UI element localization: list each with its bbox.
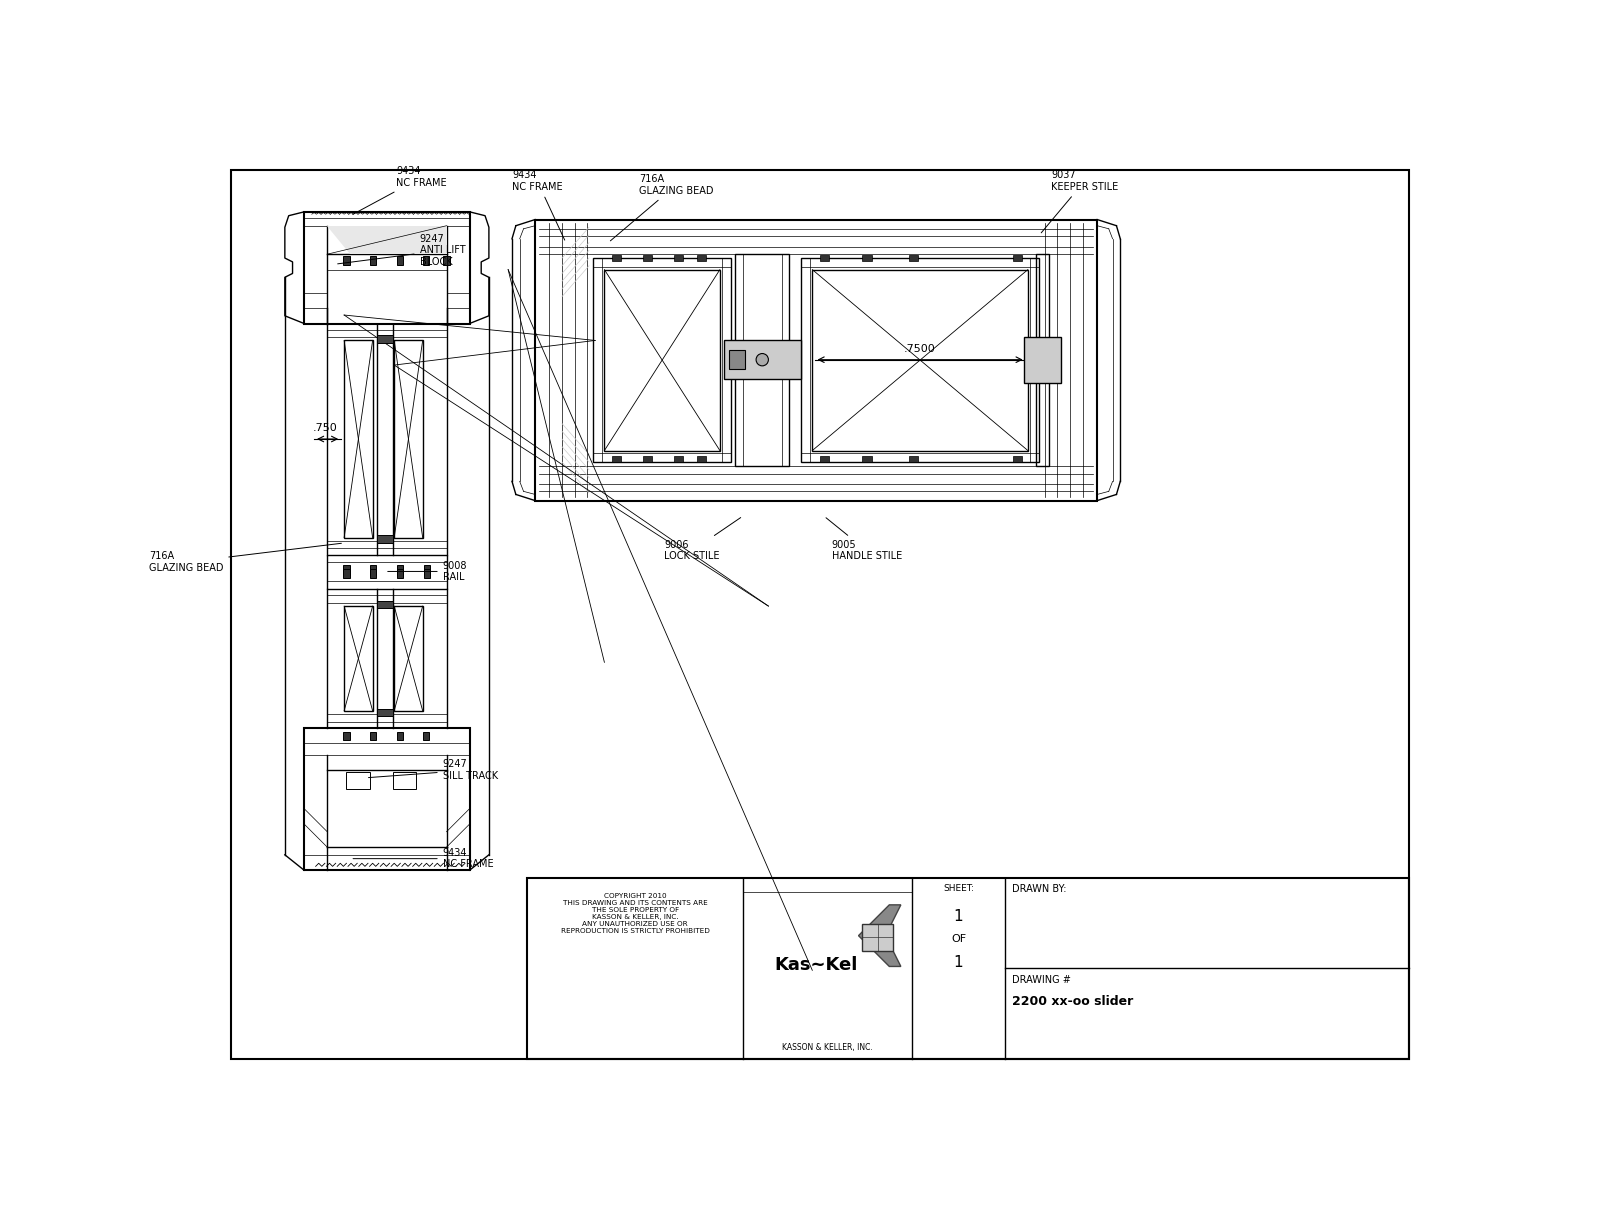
- Bar: [344, 256, 349, 265]
- Bar: [378, 536, 392, 543]
- Bar: [1013, 456, 1022, 462]
- Bar: [370, 565, 376, 575]
- Text: 9005
HANDLE STILE: 9005 HANDLE STILE: [826, 517, 902, 561]
- Bar: [304, 212, 470, 323]
- Text: 2200 xx-oo slider: 2200 xx-oo slider: [1013, 996, 1134, 1008]
- Bar: [909, 456, 918, 462]
- Bar: [528, 878, 1410, 1059]
- Bar: [605, 270, 720, 450]
- Bar: [304, 728, 470, 870]
- Text: COPYRIGHT 2010
THIS DRAWING AND ITS CONTENTS ARE
THE SOLE PROPERTY OF
KASSON & K: COPYRIGHT 2010 THIS DRAWING AND ITS CONT…: [560, 893, 710, 935]
- Bar: [534, 220, 1098, 500]
- Bar: [344, 606, 373, 711]
- Text: .750: .750: [312, 423, 338, 433]
- Bar: [397, 565, 403, 575]
- Polygon shape: [326, 226, 446, 254]
- Circle shape: [757, 354, 768, 366]
- Bar: [862, 924, 893, 952]
- Bar: [394, 340, 422, 538]
- Bar: [730, 350, 744, 368]
- Bar: [422, 732, 429, 741]
- Text: 716A
GLAZING BEAD: 716A GLAZING BEAD: [610, 174, 714, 240]
- Bar: [862, 255, 872, 261]
- Bar: [862, 456, 872, 462]
- Bar: [326, 555, 446, 589]
- Bar: [594, 259, 731, 462]
- Text: 1: 1: [954, 909, 963, 924]
- Bar: [344, 565, 349, 575]
- Bar: [643, 456, 653, 462]
- Text: 9434
NC FRAME: 9434 NC FRAME: [354, 848, 493, 870]
- Text: SHEET:: SHEET:: [942, 884, 974, 893]
- Text: 9247
ANTI LIFT
BLOCK: 9247 ANTI LIFT BLOCK: [338, 234, 466, 267]
- Text: KASSON & KELLER, INC.: KASSON & KELLER, INC.: [782, 1043, 874, 1052]
- Bar: [378, 709, 392, 716]
- Bar: [443, 256, 450, 265]
- Bar: [378, 336, 392, 343]
- Text: OF: OF: [950, 935, 966, 944]
- Text: 9434
NC FRAME: 9434 NC FRAME: [512, 171, 565, 240]
- Text: 9247
SILL TRACK: 9247 SILL TRACK: [368, 759, 498, 781]
- Bar: [370, 732, 376, 741]
- Bar: [422, 256, 429, 265]
- Bar: [698, 456, 706, 462]
- Bar: [819, 255, 829, 261]
- Bar: [613, 456, 621, 462]
- Bar: [370, 570, 376, 578]
- Text: Kas~Kel: Kas~Kel: [774, 955, 858, 974]
- Bar: [392, 772, 416, 789]
- Bar: [397, 570, 403, 578]
- Bar: [347, 772, 370, 789]
- Text: DRAWING #: DRAWING #: [1013, 975, 1072, 985]
- Bar: [643, 255, 653, 261]
- Bar: [1013, 255, 1022, 261]
- Bar: [394, 606, 422, 711]
- Bar: [674, 456, 683, 462]
- Text: 9008
RAIL: 9008 RAIL: [387, 561, 467, 582]
- Bar: [1024, 337, 1061, 383]
- Bar: [698, 255, 706, 261]
- Bar: [344, 570, 349, 578]
- Bar: [344, 340, 373, 538]
- Text: DRAWN BY:: DRAWN BY:: [1013, 884, 1067, 894]
- Bar: [736, 254, 789, 466]
- Text: 9434
NC FRAME: 9434 NC FRAME: [352, 166, 446, 215]
- Bar: [424, 570, 430, 578]
- Polygon shape: [859, 905, 901, 966]
- Text: 1: 1: [954, 955, 963, 970]
- Bar: [909, 255, 918, 261]
- Bar: [813, 270, 1027, 450]
- Bar: [613, 255, 621, 261]
- Text: .7500: .7500: [904, 344, 936, 354]
- Bar: [1035, 254, 1050, 466]
- Bar: [424, 565, 430, 575]
- Bar: [370, 256, 376, 265]
- Bar: [378, 600, 392, 609]
- Text: 9006
LOCK STILE: 9006 LOCK STILE: [664, 517, 741, 561]
- Bar: [674, 255, 683, 261]
- Text: 9037
KEEPER STILE: 9037 KEEPER STILE: [1042, 171, 1118, 233]
- Bar: [397, 732, 403, 741]
- Bar: [819, 456, 829, 462]
- Bar: [344, 732, 349, 741]
- Text: 716A
GLAZING BEAD: 716A GLAZING BEAD: [149, 543, 341, 573]
- Bar: [800, 259, 1040, 462]
- Bar: [723, 340, 800, 379]
- Bar: [397, 256, 403, 265]
